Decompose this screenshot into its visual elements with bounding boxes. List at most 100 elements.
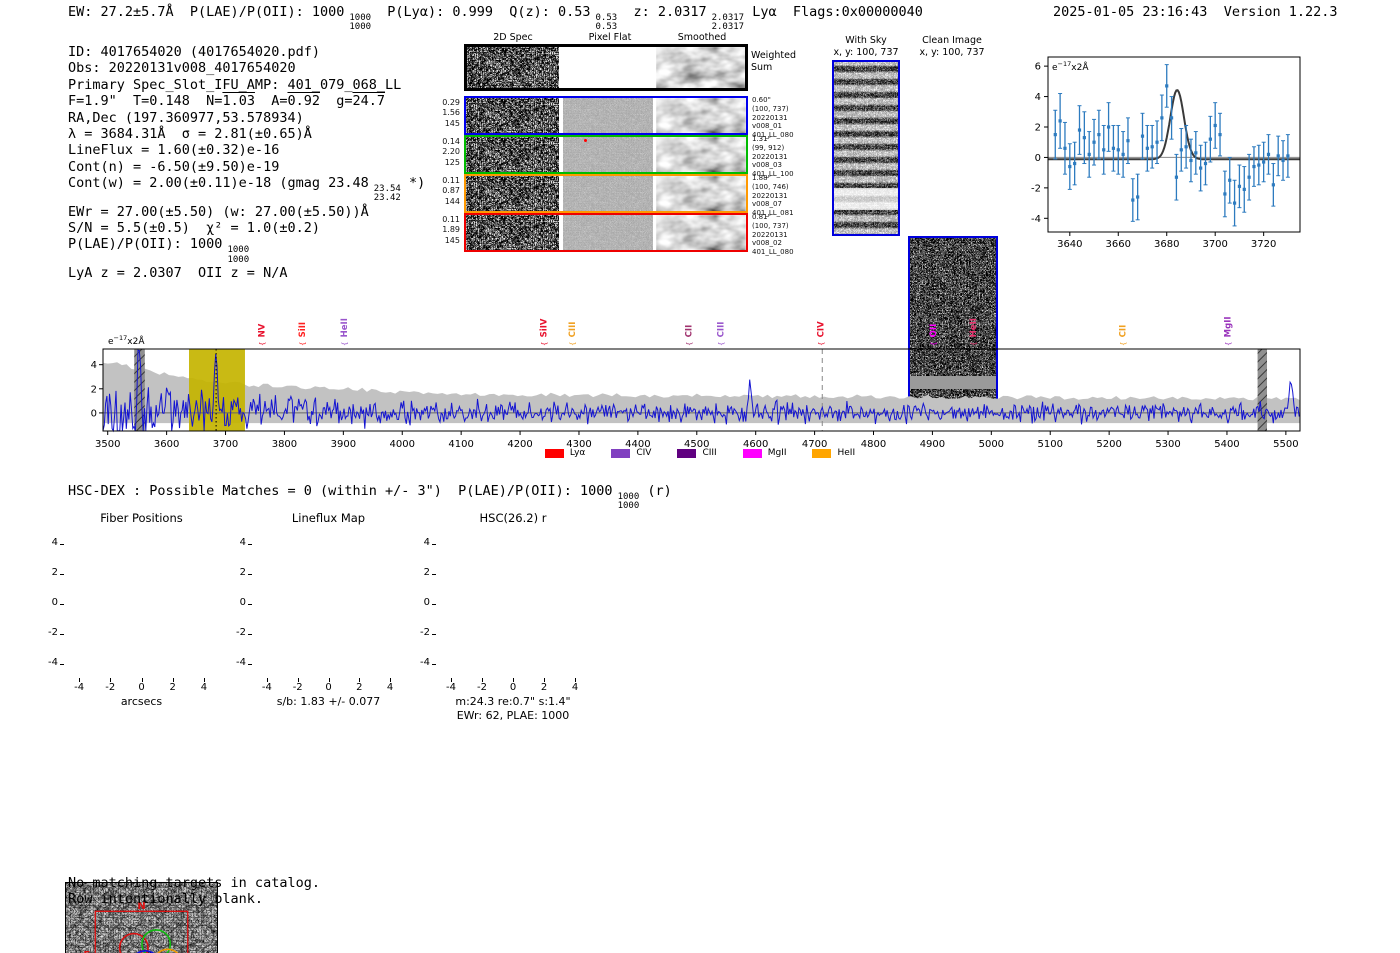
info-line-7: Cont(n) = -6.50(±9.50)e-19 bbox=[68, 158, 280, 175]
spec2d-cell bbox=[656, 98, 746, 133]
info-line-8: Cont(w) = 2.00(±0.11)e-18 (gmag 23.48 23.… bbox=[68, 175, 426, 204]
header-summary-line: EW: 27.2±5.7Å P(LAE)/P(OII): 1000 1000 100… bbox=[68, 4, 923, 33]
cutout-xtick: 2 bbox=[356, 682, 363, 693]
svg-text:3720: 3720 bbox=[1251, 239, 1276, 248]
info-line-5: λ = 3684.31Å σ = 2.81(±0.65)Å bbox=[68, 126, 312, 143]
svg-text:4800: 4800 bbox=[861, 439, 886, 450]
svg-text:4300: 4300 bbox=[566, 439, 591, 450]
spec2d-cell bbox=[466, 215, 559, 250]
line-marker-OII: { OII bbox=[929, 324, 939, 346]
stacked-fraction: 1000 1000 bbox=[227, 245, 250, 265]
spec2d-fiber-row-2 bbox=[464, 174, 748, 213]
footer-line-1: No matching targets in catalog. bbox=[68, 875, 320, 891]
info-line-1: Obs: 20220131v008_4017654020 bbox=[68, 60, 296, 77]
cutout-ytick: -2 bbox=[48, 627, 58, 639]
info-line-9: EWr = 27.00(±5.50) (w: 27.00(±5.50))Å bbox=[68, 203, 369, 220]
spec2d-cell bbox=[466, 98, 559, 133]
svg-text:5500: 5500 bbox=[1273, 439, 1298, 450]
spec2d-cell bbox=[563, 137, 653, 172]
svg-text:0: 0 bbox=[91, 408, 97, 419]
cutout-ytick: 2 bbox=[239, 566, 246, 578]
clean-image-title: Clean Image x, y: 100, 737 bbox=[919, 35, 985, 58]
line-marker-CIII: { CIII bbox=[716, 322, 726, 346]
lineflux-xlabel: s/b: 1.83 +/- 0.077 bbox=[276, 695, 381, 708]
report-version: Version 1.22.3 bbox=[1223, 4, 1338, 20]
spec2d-cell bbox=[466, 176, 559, 211]
line-fit-zoom-plot: 3640 3660 3680 3700 3720 -4 -2 0 2 4 6 bbox=[1031, 56, 1301, 248]
cutout-ytick: 2 bbox=[423, 566, 430, 578]
cutout-xtick: -2 bbox=[105, 682, 116, 693]
svg-text:3700: 3700 bbox=[1202, 239, 1227, 248]
fiber-positions-title: Fiber Positions bbox=[100, 511, 183, 525]
svg-text:4900: 4900 bbox=[920, 439, 945, 450]
cutout-ytick: -2 bbox=[420, 627, 430, 639]
full-spectrum-plot: 3500 3600 3700 3800 3900 4000 4100 4200 4300 4400… bbox=[91, 316, 1301, 450]
legend-item-CIII: CIII bbox=[677, 448, 717, 458]
lineflux-map-title: Lineflux Map bbox=[291, 511, 366, 525]
svg-text:3900: 3900 bbox=[331, 439, 356, 450]
spec2d-right-labels-0: 0.60" (100, 737) 20220131 v008_01 401_LL_080 bbox=[752, 96, 794, 139]
stacked-fraction: 0.53 0.53 bbox=[595, 13, 618, 33]
cutout-ytick: -4 bbox=[236, 657, 246, 669]
spec2d-cell bbox=[563, 47, 653, 88]
cutout-xtick: -4 bbox=[446, 682, 456, 693]
spec2d-fiber-row-3 bbox=[464, 213, 748, 252]
clean-image bbox=[908, 236, 998, 412]
fiber-xlabel: arcsecs bbox=[120, 695, 163, 708]
legend-item-CIV: CIV bbox=[611, 448, 651, 458]
hsc-r-title: HSC(26.2) r bbox=[479, 511, 547, 525]
cutout-xtick: -2 bbox=[477, 682, 487, 693]
svg-text:4100: 4100 bbox=[448, 439, 473, 450]
fiber-aperture bbox=[118, 932, 149, 953]
legend-swatch bbox=[742, 448, 762, 458]
svg-text:E: E bbox=[83, 950, 90, 953]
svg-text:3800: 3800 bbox=[272, 439, 297, 450]
stacked-fraction: 2.0317 2.0317 bbox=[711, 13, 745, 33]
line-marker-CII: { CII bbox=[685, 325, 695, 346]
info-line-0: ID: 4017654020 (4017654020.pdf) bbox=[68, 44, 320, 60]
svg-text:6: 6 bbox=[1035, 62, 1041, 73]
spec2d-cell bbox=[563, 176, 653, 211]
svg-text:3680: 3680 bbox=[1154, 239, 1179, 248]
cutout-xtick: -4 bbox=[261, 682, 272, 693]
spec2d-cell bbox=[563, 215, 653, 250]
spec2d-col-header-smoothed: Smoothed bbox=[677, 32, 727, 43]
cutout-ytick: 4 bbox=[423, 536, 430, 548]
pixelflat-marker-dot bbox=[584, 139, 587, 142]
stacked-fraction: 1000 1000 bbox=[617, 492, 640, 512]
spec2d-cell bbox=[656, 137, 746, 172]
legend-item-Lyα: Lyα bbox=[544, 448, 585, 458]
stacked-fraction: 23.54 23.42 bbox=[373, 184, 401, 204]
spectrum-legend: Lyα CIV CIII MgII HeII bbox=[100, 448, 1300, 458]
svg-text:5400: 5400 bbox=[1214, 439, 1239, 450]
spec2d-cell bbox=[655, 47, 745, 88]
legend-swatch bbox=[812, 448, 832, 458]
hsc-xlabel-2: EWr: 62, PLAE: 1000 bbox=[456, 709, 570, 722]
cutout-xtick: -4 bbox=[74, 682, 85, 693]
spec2d-cell bbox=[656, 176, 746, 211]
spec2d-right-labels-2: 1.88" (100, 746) 20220131 v008_07 401_LL_081 bbox=[752, 174, 794, 217]
legend-swatch bbox=[677, 448, 697, 458]
hsc-dex-match-line: HSC-DEX : Possible Matches = 0 (within +… bbox=[68, 483, 672, 512]
spec2d-fiber-row-0 bbox=[464, 96, 748, 135]
cutout-xtick: 4 bbox=[571, 682, 579, 693]
clean-gray-band bbox=[910, 375, 996, 390]
svg-text:5300: 5300 bbox=[1155, 439, 1180, 450]
svg-text:5200: 5200 bbox=[1096, 439, 1121, 450]
footer-notes: No matching targets in catalog. Row inte… bbox=[68, 875, 320, 908]
line-marker-CIV: { CIV bbox=[816, 321, 826, 346]
spec2d-cell bbox=[466, 137, 559, 172]
svg-text:5000: 5000 bbox=[979, 439, 1004, 450]
cutout-ytick: 4 bbox=[239, 536, 246, 548]
spec2d-col-header-2dspec: 2D Spec bbox=[493, 32, 533, 43]
cutout-ytick: 2 bbox=[51, 566, 58, 578]
svg-text:4500: 4500 bbox=[684, 439, 709, 450]
spec2d-cell bbox=[656, 215, 746, 250]
svg-text:4200: 4200 bbox=[507, 439, 532, 450]
svg-text:N: N bbox=[137, 901, 145, 912]
legend-item-HeII: HeII bbox=[812, 448, 855, 458]
svg-text:2: 2 bbox=[1035, 123, 1041, 134]
line-marker-SiIV: { SiIV bbox=[540, 318, 550, 346]
svg-text:4400: 4400 bbox=[625, 439, 650, 450]
spec2d-left-labels-0: 0.29 1.56 145 bbox=[442, 98, 460, 128]
